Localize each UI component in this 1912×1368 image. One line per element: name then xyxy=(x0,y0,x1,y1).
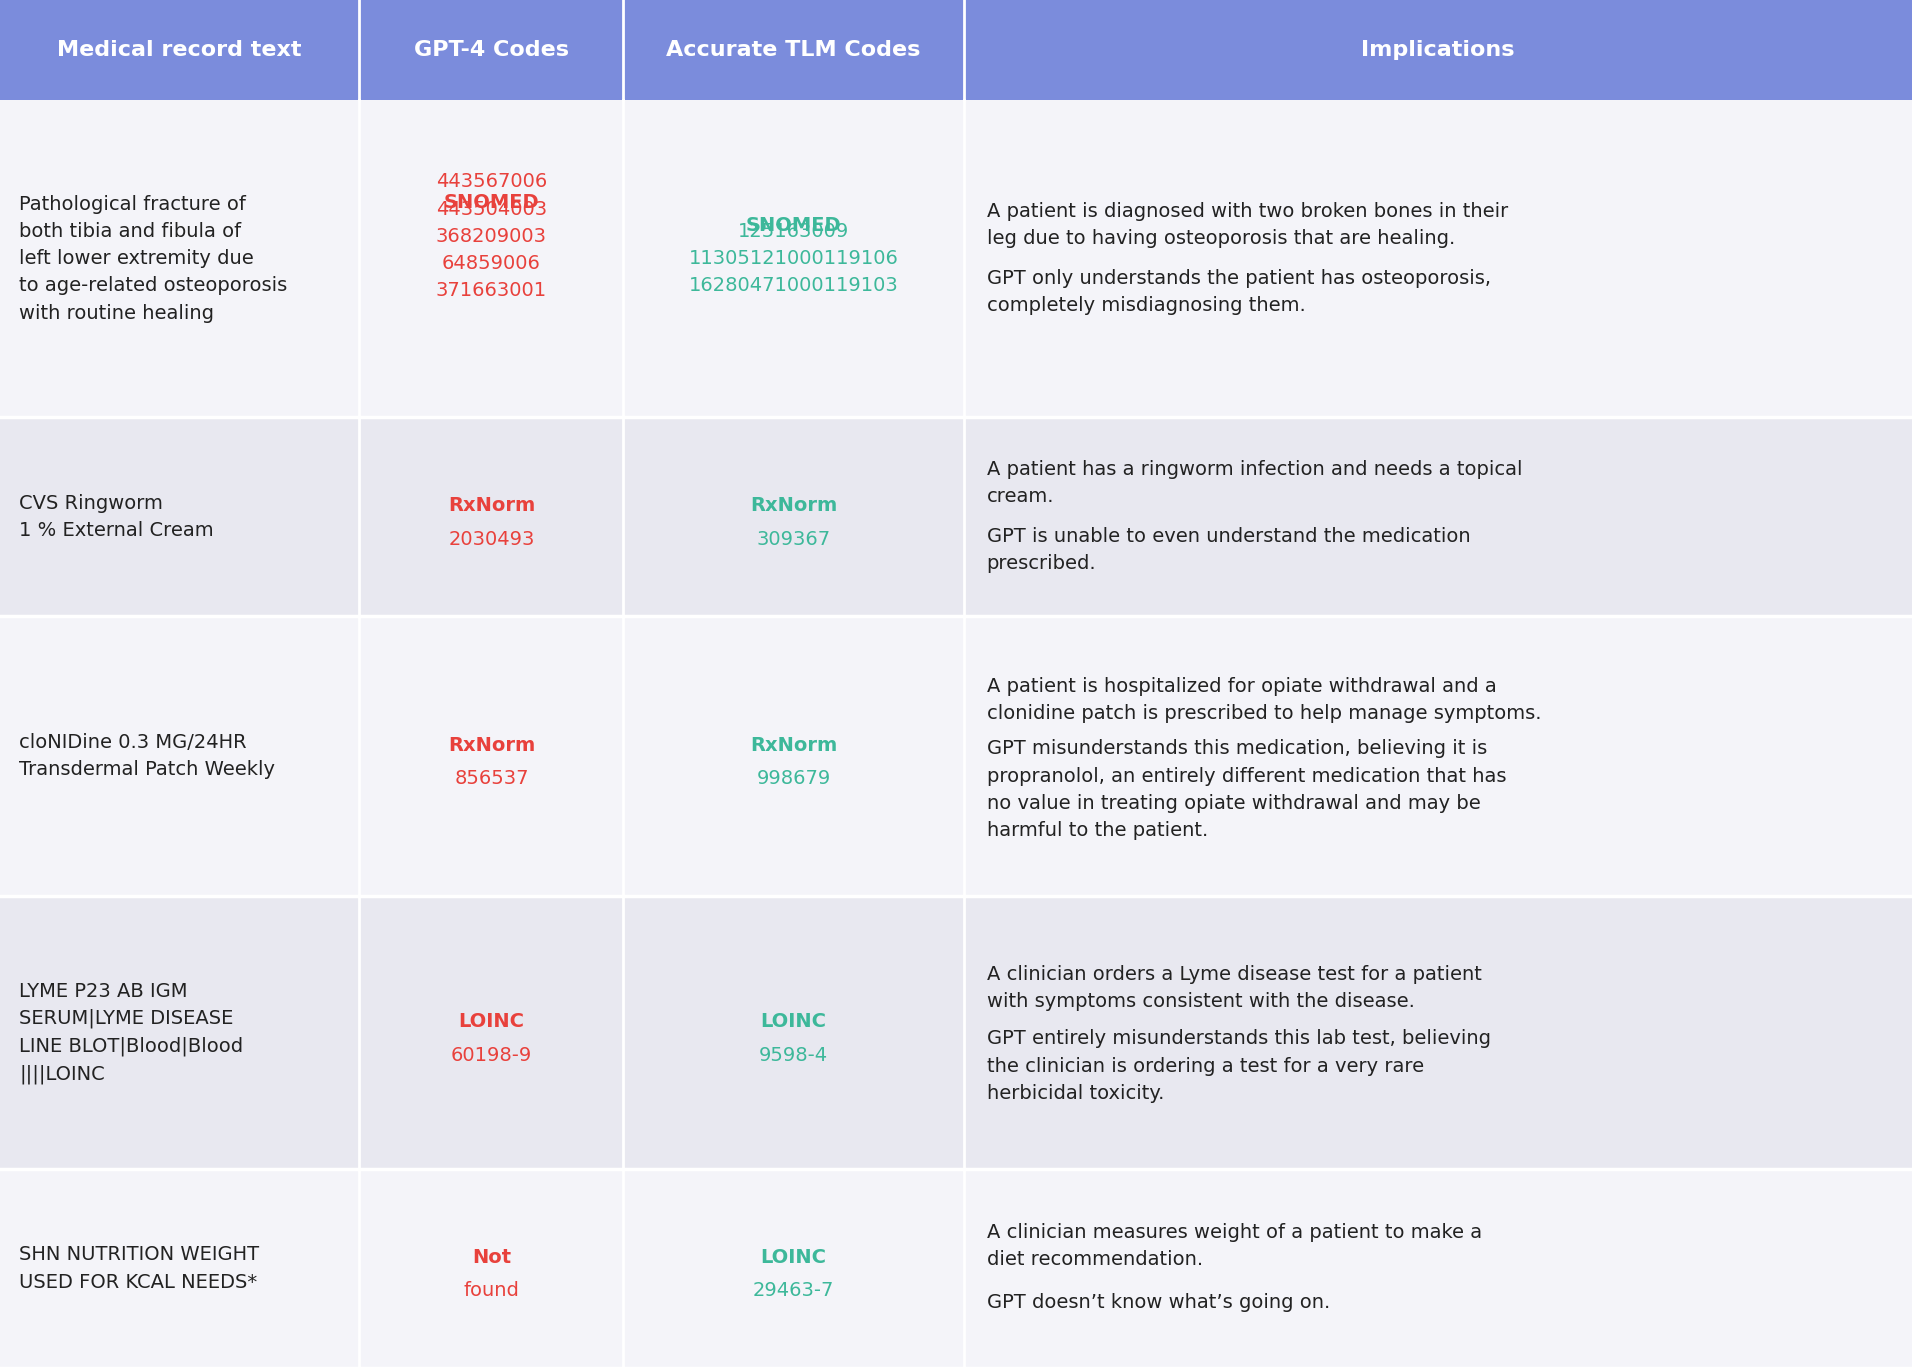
Bar xyxy=(0,1170,1912,1368)
Text: CVS Ringworm
1 % External Cream: CVS Ringworm 1 % External Cream xyxy=(19,494,214,540)
Text: 998679: 998679 xyxy=(757,769,830,788)
Text: 125163009
11305121000119106
16280471000119103: 125163009 11305121000119106 162804710001… xyxy=(688,222,899,295)
Text: 60198-9: 60198-9 xyxy=(451,1045,532,1064)
Text: A clinician measures weight of a patient to make a
diet recommendation.: A clinician measures weight of a patient… xyxy=(987,1223,1482,1270)
Text: 2030493: 2030493 xyxy=(447,529,535,549)
Text: RxNorm: RxNorm xyxy=(750,497,837,514)
Text: SNOMED: SNOMED xyxy=(444,193,539,212)
Bar xyxy=(0,616,1912,896)
Bar xyxy=(0,417,1912,616)
Text: LYME P23 AB IGM
SERUM|LYME DISEASE
LINE BLOT|Blood|Blood
||||LOINC: LYME P23 AB IGM SERUM|LYME DISEASE LINE … xyxy=(19,981,243,1083)
Text: LOINC: LOINC xyxy=(761,1012,826,1031)
Text: cloNIDine 0.3 MG/24HR
Transdermal Patch Weekly: cloNIDine 0.3 MG/24HR Transdermal Patch … xyxy=(19,733,275,780)
Text: RxNorm: RxNorm xyxy=(447,497,535,514)
Text: Medical record text: Medical record text xyxy=(57,40,302,60)
Text: SHN NUTRITION WEIGHT
USED FOR KCAL NEEDS*: SHN NUTRITION WEIGHT USED FOR KCAL NEEDS… xyxy=(19,1245,260,1291)
Bar xyxy=(0,100,1912,417)
Bar xyxy=(0,0,1912,100)
Text: RxNorm: RxNorm xyxy=(447,736,535,755)
Text: Implications: Implications xyxy=(1361,40,1514,60)
Text: GPT misunderstands this medication, believing it is
propranolol, an entirely dif: GPT misunderstands this medication, beli… xyxy=(987,740,1507,840)
Text: RxNorm: RxNorm xyxy=(750,736,837,755)
Text: Not: Not xyxy=(472,1248,511,1267)
Text: Accurate TLM Codes: Accurate TLM Codes xyxy=(665,40,922,60)
Text: Pathological fracture of
both tibia and fibula of
left lower extremity due
to ag: Pathological fracture of both tibia and … xyxy=(19,194,287,323)
Text: A patient is hospitalized for opiate withdrawal and a
clonidine patch is prescri: A patient is hospitalized for opiate wit… xyxy=(987,677,1541,724)
Text: 856537: 856537 xyxy=(455,769,528,788)
Text: GPT only understands the patient has osteoporosis,
completely misdiagnosing them: GPT only understands the patient has ost… xyxy=(987,269,1491,316)
Text: GPT is unable to even understand the medication
prescribed.: GPT is unable to even understand the med… xyxy=(987,527,1470,573)
Text: GPT doesn’t know what’s going on.: GPT doesn’t know what’s going on. xyxy=(987,1293,1331,1312)
Text: 443567006
443504003
368209003
64859006
371663001: 443567006 443504003 368209003 64859006 3… xyxy=(436,172,547,301)
Text: found: found xyxy=(463,1282,520,1301)
Text: A patient has a ringworm infection and needs a topical
cream.: A patient has a ringworm infection and n… xyxy=(987,460,1522,506)
Text: A patient is diagnosed with two broken bones in their
leg due to having osteopor: A patient is diagnosed with two broken b… xyxy=(987,202,1509,248)
Text: A clinician orders a Lyme disease test for a patient
with symptoms consistent wi: A clinician orders a Lyme disease test f… xyxy=(987,964,1482,1011)
Text: LOINC: LOINC xyxy=(459,1012,524,1031)
Text: 29463-7: 29463-7 xyxy=(753,1282,834,1301)
Text: SNOMED: SNOMED xyxy=(746,216,841,234)
Bar xyxy=(0,896,1912,1170)
Text: GPT-4 Codes: GPT-4 Codes xyxy=(413,40,570,60)
Text: 309367: 309367 xyxy=(757,529,830,549)
Text: LOINC: LOINC xyxy=(761,1248,826,1267)
Text: GPT entirely misunderstands this lab test, believing
the clinician is ordering a: GPT entirely misunderstands this lab tes… xyxy=(987,1030,1491,1103)
Text: 9598-4: 9598-4 xyxy=(759,1045,828,1064)
